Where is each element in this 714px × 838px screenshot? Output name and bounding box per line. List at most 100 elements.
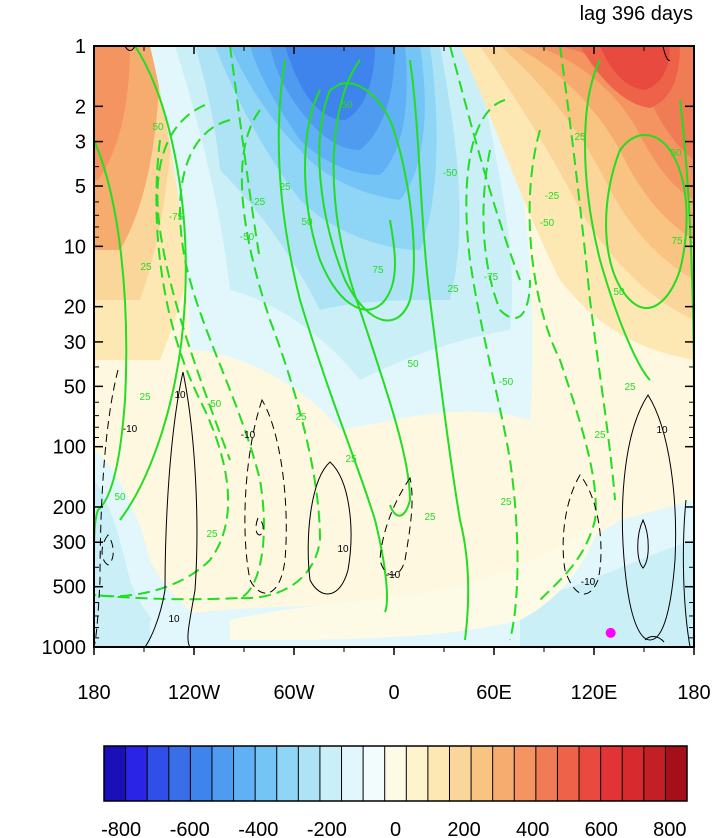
- contour-label-green: 25: [447, 284, 459, 295]
- x-tick-label: 60E: [476, 682, 512, 704]
- contour-label-green: 50: [670, 148, 682, 159]
- y-tick-label: 500: [53, 577, 86, 599]
- shade-neg-lower-left2: [94, 480, 180, 647]
- contour-label-green: -50: [240, 232, 255, 243]
- black-contour: [144, 371, 184, 647]
- plot-area: 50 -75 25 25 50 -25 -50 -50 25 25 25 50 50 25 75 50 25 -5…: [94, 46, 694, 647]
- green-contour: [332, 59, 412, 517]
- y-axis: 1 2 3 5 10 20 30 50 100 200 300 500 1000: [42, 36, 694, 659]
- colorbar-swatch: [406, 746, 429, 801]
- y-tick-label: 300: [53, 532, 86, 554]
- contour-label-green: 25: [500, 497, 512, 508]
- contour-label-green: 25: [206, 529, 218, 540]
- colorbar-swatch: [449, 746, 472, 801]
- colorbar-label: -400: [238, 819, 278, 838]
- green-contour-dashed: [449, 46, 521, 281]
- green-contour: [277, 59, 388, 613]
- x-tick-label: 0: [388, 682, 399, 704]
- contour-label-green: 25: [594, 430, 606, 441]
- green-contour-dashed: [94, 119, 265, 601]
- colorbar-label: -600: [170, 819, 210, 838]
- green-contour-dashed: [156, 104, 231, 461]
- contour-label-green: 25: [140, 262, 152, 273]
- colorbar-swatch: [643, 746, 666, 801]
- green-contour-dashed: [229, 46, 261, 261]
- black-contour: [662, 46, 671, 61]
- black-contour-dashed: [379, 476, 413, 576]
- colorbar-label: 0: [390, 819, 401, 838]
- contour-labels: 50 -75 25 25 50 -25 -50 -50 25 25 25 50 50 25 75 50 25 -5…: [114, 100, 683, 625]
- colorbar-swatch: [514, 746, 537, 801]
- green-contour-dashed: [559, 46, 616, 501]
- contour-label-green: -75: [484, 272, 499, 283]
- colorbar-swatch: [471, 746, 494, 801]
- colorbar-swatch: [125, 746, 148, 801]
- colorbar-swatch: [104, 746, 126, 801]
- colorbar-label: 400: [516, 819, 549, 838]
- contour-label-black: 10: [656, 425, 668, 436]
- contour-label-green: -50: [207, 399, 222, 410]
- black-contours: [94, 46, 691, 647]
- y-tick-label: 30: [64, 332, 86, 354]
- contour-label-black: -10: [241, 430, 256, 441]
- contour-label-green: -25: [251, 197, 266, 208]
- colorbar-swatch: [319, 746, 342, 801]
- green-contour: [584, 59, 651, 381]
- colorbar-swatch: [557, 746, 580, 801]
- contour-label-black: -10: [581, 577, 596, 588]
- colorbar-swatch: [190, 746, 213, 801]
- green-contour: [304, 89, 396, 311]
- colorbar-swatch: [341, 746, 364, 801]
- colorbar-swatch: [147, 746, 170, 801]
- y-tick-label: 50: [64, 376, 86, 398]
- contour-label-green: 25: [624, 382, 636, 393]
- green-contour-dashed: [465, 99, 519, 641]
- black-contour-dashed: [244, 398, 287, 594]
- contour-label-green: 50: [114, 492, 126, 503]
- colorbar-label: 200: [447, 819, 480, 838]
- colorbar-swatch: [622, 746, 645, 801]
- contour-label-black: 10: [168, 614, 180, 625]
- colorbar-label: -200: [307, 819, 347, 838]
- colorbar-swatch: [665, 746, 688, 801]
- x-tick-label: 180: [77, 682, 110, 704]
- contour-label-green: 75: [372, 265, 384, 276]
- shade-neg-lower-east: [520, 540, 694, 647]
- black-contour: [637, 518, 649, 569]
- green-contour: [119, 46, 187, 521]
- green-contour-dashed: [94, 139, 230, 598]
- y-tick-label: 20: [64, 297, 86, 319]
- colorbar-labels: -800 -600 -400 -200 0 200 400 600 800: [101, 819, 686, 838]
- contour-label-green: 50: [613, 287, 625, 298]
- x-tick-label: 120W: [168, 682, 220, 704]
- colorbar-swatch: [384, 746, 407, 801]
- black-contour: [182, 371, 198, 647]
- green-contour-dashed: [482, 149, 531, 319]
- black-contour-dashed: [562, 474, 602, 595]
- contour-label-green: -75: [169, 212, 184, 223]
- black-contour-dashed: [101, 534, 114, 566]
- black-contour: [644, 636, 665, 643]
- colorbar-swatch: [600, 746, 623, 801]
- x-tick-label: 180: [677, 682, 710, 704]
- green-contour: [409, 59, 470, 641]
- x-axis: 180 120W 60W 0 60E 120E 180: [77, 46, 711, 704]
- colorbar-swatch: [276, 746, 299, 801]
- colorbar-label: -800: [101, 819, 141, 838]
- y-tick-label: 1000: [42, 637, 87, 659]
- contour-label-green: -50: [499, 377, 514, 388]
- black-contour-dashed: [94, 369, 119, 647]
- x-tick-label: 60W: [273, 682, 314, 704]
- colorbar-label: 800: [653, 819, 686, 838]
- y-tick-label: 2: [75, 96, 86, 118]
- y-tick-label: 100: [53, 437, 86, 459]
- colorbar-swatch: [211, 746, 234, 801]
- colorbar: [103, 745, 688, 802]
- green-contours: [94, 46, 694, 641]
- colorbar-label: 600: [585, 819, 618, 838]
- contour-label-black: 10: [337, 544, 349, 555]
- contour-label-green: -25: [545, 191, 560, 202]
- contour-label-green: -50: [540, 218, 555, 229]
- contour-label-black: -10: [123, 424, 138, 435]
